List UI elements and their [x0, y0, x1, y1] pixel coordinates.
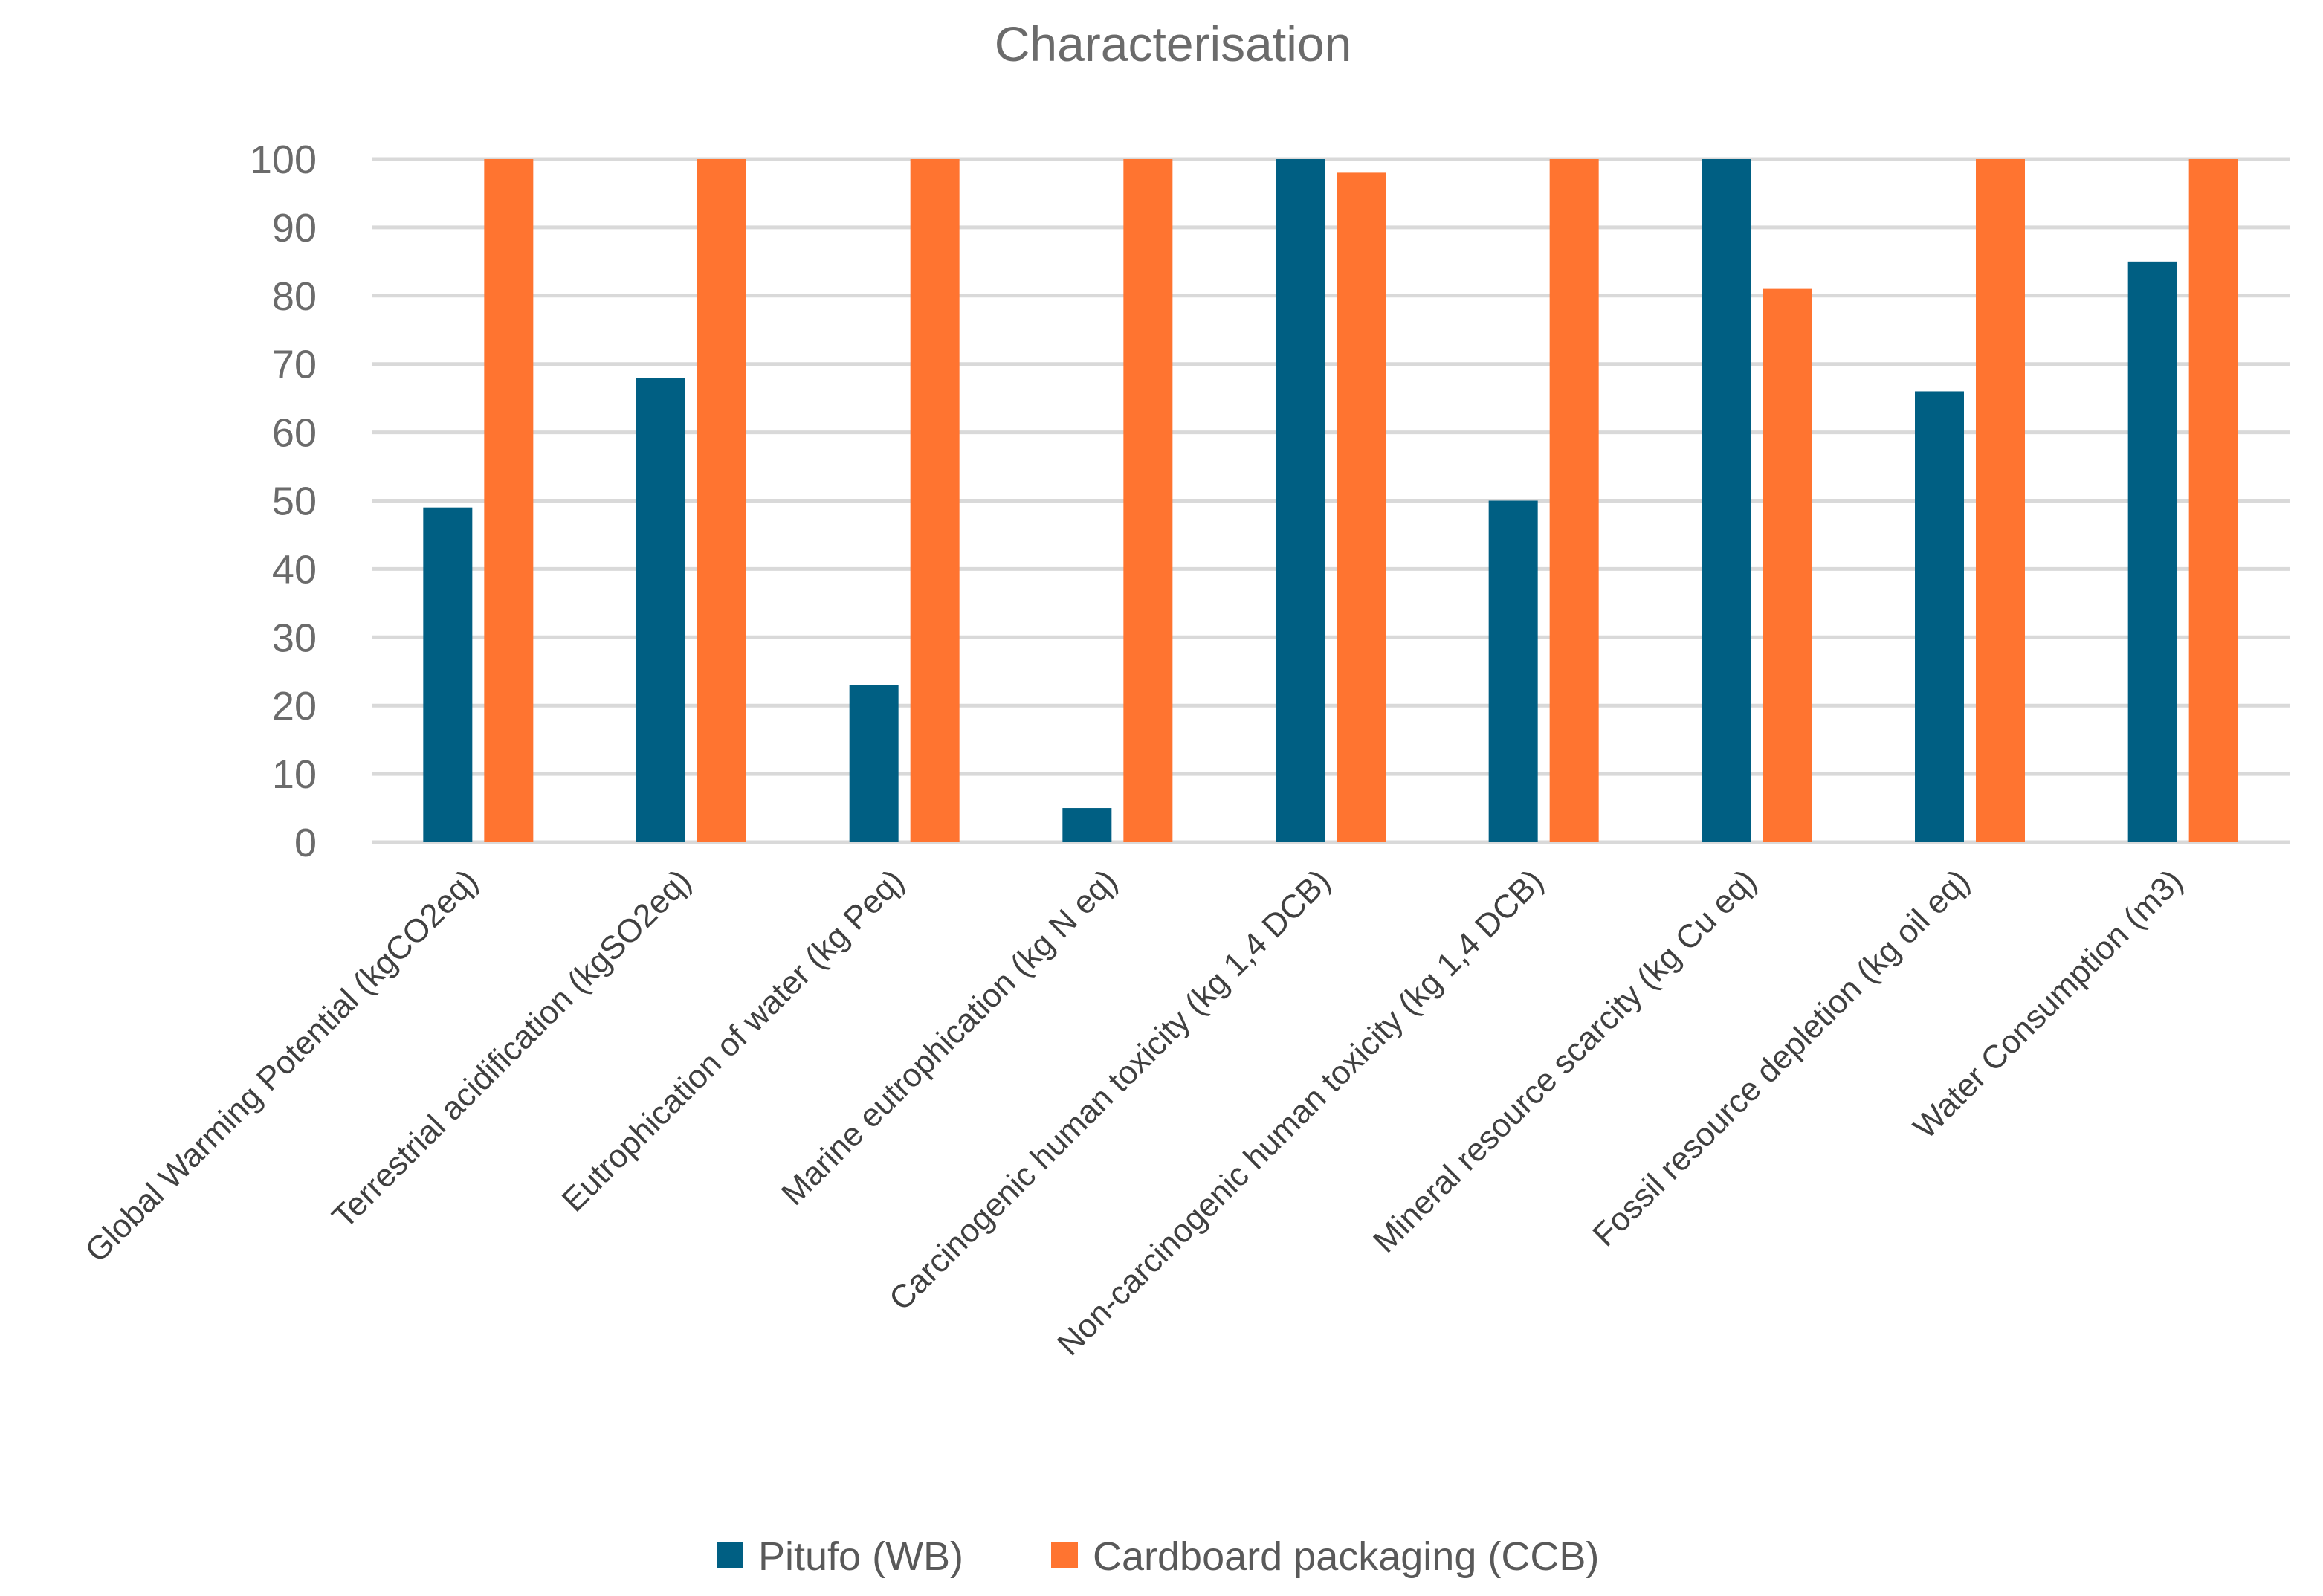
bar-pitufo-2: [636, 378, 685, 843]
x-axis: Global Warming Potential (kgCO2eq)Terres…: [78, 862, 2189, 1363]
x-tick-label: Terrestrial acidification (kgSO2eq): [326, 862, 699, 1235]
legend-swatch: [1051, 1542, 1078, 1568]
x-tick-label: Non-carcinogenic human toxicity (kg 1,4 …: [1050, 862, 1551, 1363]
bar-pitufo-1: [423, 507, 473, 842]
chart-title: Characterisation: [995, 16, 1352, 71]
y-axis: 0 10 20 30 40 50 60 70 80 90 100: [250, 138, 317, 865]
gridlines: [372, 157, 2290, 844]
bar-cardboard-1: [484, 159, 534, 842]
bar-pitufo-3: [849, 685, 899, 842]
x-tick-label: Eutrophication of water (kg Peq): [555, 862, 911, 1218]
bars: [423, 159, 2238, 843]
y-tick-label: 90: [272, 206, 317, 251]
bar-pitufo-4: [1062, 808, 1112, 842]
bar-cardboard-7: [1763, 288, 1812, 842]
bar-cardboard-6: [1549, 159, 1599, 842]
legend-swatch: [717, 1542, 743, 1568]
y-tick-label: 20: [272, 684, 317, 728]
bar-pitufo-8: [1915, 391, 1964, 842]
y-tick-label: 40: [272, 547, 317, 592]
y-tick-label: 50: [272, 479, 317, 524]
bar-pitufo-5: [1276, 159, 1325, 842]
y-tick-label: 70: [272, 343, 317, 387]
legend: Pitufo (WB) Cardboard packaging (CCB): [717, 1534, 1599, 1579]
x-tick-label: Mineral resource scarcity (kg Cu eq): [1366, 862, 1763, 1259]
x-tick-label: Marine eutrophication (kg N eq): [775, 862, 1124, 1212]
y-tick-label: 30: [272, 616, 317, 660]
bar-cardboard-4: [1123, 159, 1173, 842]
bar-cardboard-3: [910, 159, 960, 842]
bar-pitufo-9: [2127, 261, 2177, 843]
bar-cardboard-8: [1976, 159, 2025, 842]
x-tick-label: Global Warming Potential (kgCO2eq): [78, 862, 485, 1269]
bar-cardboard-2: [697, 159, 746, 842]
legend-label: Cardboard packaging (CCB): [1093, 1534, 1599, 1579]
bar-cardboard-9: [2188, 159, 2238, 842]
y-tick-label: 60: [272, 411, 317, 456]
x-tick-label: Fossil resource depletion (kg oil eq): [1586, 862, 1977, 1253]
bar-pitufo-7: [1702, 159, 1751, 842]
bar-cardboard-5: [1337, 172, 1386, 842]
bar-pitufo-6: [1488, 500, 1538, 842]
y-tick-label: 100: [250, 138, 317, 182]
y-tick-label: 0: [294, 821, 317, 865]
y-tick-label: 80: [272, 274, 317, 319]
legend-label: Pitufo (WB): [758, 1534, 963, 1579]
y-tick-label: 10: [272, 752, 317, 797]
x-tick-label: Carcinogenic human toxicity (kg 1,4 DCB): [882, 862, 1337, 1317]
